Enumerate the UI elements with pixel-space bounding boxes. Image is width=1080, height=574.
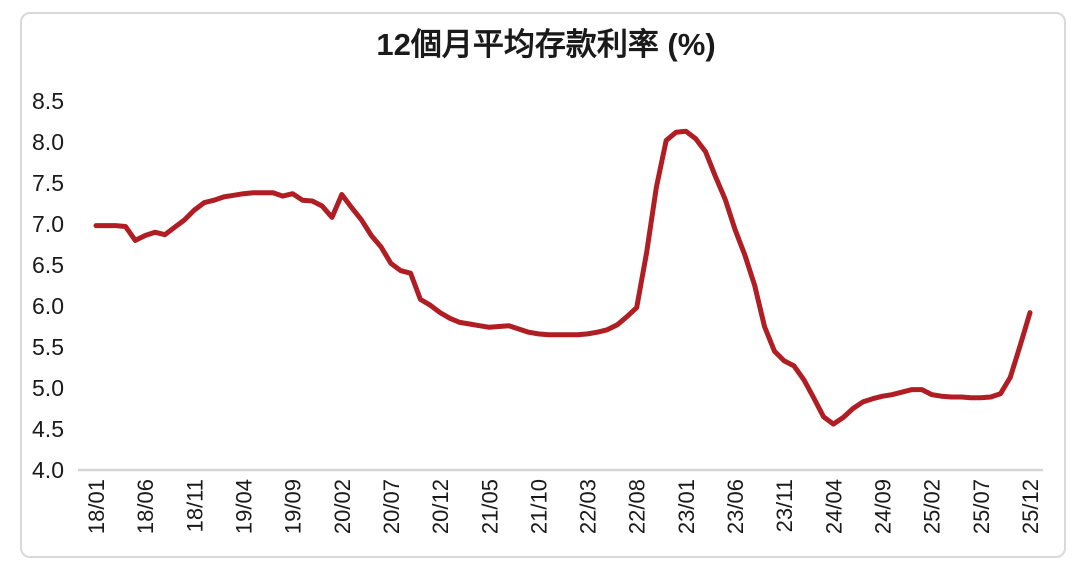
y-tick-label: 4.5 [32, 416, 64, 442]
x-tick-label: 24/04 [821, 479, 846, 534]
x-tick-label: 22/08 [625, 479, 650, 534]
y-tick-label: 7.5 [32, 170, 64, 196]
y-tick-label: 6.5 [32, 252, 64, 278]
x-tick-label: 25/07 [969, 479, 994, 534]
x-tick-label: 20/07 [379, 479, 404, 534]
x-tick-label: 23/01 [674, 479, 699, 534]
y-tick-label: 5.5 [32, 334, 64, 360]
x-tick-label: 23/06 [723, 479, 748, 534]
y-tick-label: 4.0 [32, 457, 64, 483]
y-tick-label: 7.0 [32, 211, 64, 237]
x-tick-label: 21/10 [526, 479, 551, 534]
x-axis-tick-labels: 18/01 18/06 18/11 19/04 19/09 20/02 20/07 20/12… [84, 479, 1043, 534]
x-tick-label: 25/02 [920, 479, 945, 534]
x-tick-label: 24/09 [871, 479, 896, 534]
x-tick-label: 23/11 [772, 479, 797, 532]
x-tick-label: 18/06 [133, 479, 158, 534]
x-tick-label: 19/04 [231, 479, 256, 534]
x-tick-label: 18/01 [84, 479, 109, 534]
x-tick-label: 20/02 [330, 479, 355, 534]
y-tick-label: 8.0 [32, 129, 64, 155]
x-tick-label: 19/09 [281, 479, 306, 534]
y-tick-label: 6.0 [32, 293, 64, 319]
y-tick-label: 8.5 [32, 88, 64, 114]
chart-title: 12個月平均存款利率 (%) [376, 27, 715, 62]
x-tick-label: 21/05 [477, 479, 502, 534]
y-axis-tick-labels: 8.5 8.0 7.5 7.0 6.5 6.0 5.5 5.0 4.5 4.0 [32, 88, 64, 483]
y-tick-label: 5.0 [32, 375, 64, 401]
x-tick-label: 18/11 [182, 479, 207, 532]
chart-card [20, 12, 1066, 558]
deposit-rate-series-line [93, 128, 1033, 427]
x-tick-label: 22/03 [576, 479, 601, 534]
x-tick-label: 20/12 [428, 479, 453, 534]
x-tick-label: 25/12 [1018, 479, 1043, 534]
